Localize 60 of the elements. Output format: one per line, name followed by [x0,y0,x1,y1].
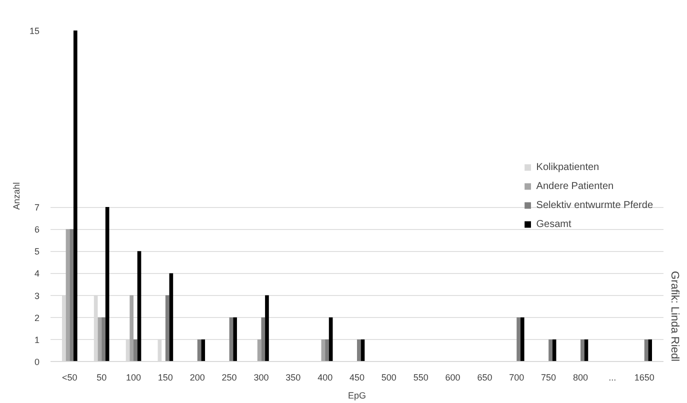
x-tick-label: 600 [445,372,460,382]
x-tick-label: 200 [190,372,205,382]
bar [102,317,106,362]
x-tick-label: 750 [541,372,556,382]
legend-label: Kolikpatienten [536,162,600,172]
bar [134,339,138,362]
bar [229,317,234,362]
x-tick-label: 550 [413,372,428,382]
legend-label: Andere Patienten [536,180,614,192]
bar [357,339,361,362]
bar [66,229,70,362]
bar [165,295,170,362]
x-tick-label: 450 [349,372,365,382]
bar [321,339,326,362]
bar [328,317,333,362]
bar [169,273,174,362]
y-tick-label: 1 [34,334,40,345]
bar [265,295,269,362]
x-tick-label: 700 [509,372,524,382]
x-tick-label: 50 [96,372,107,382]
bar [105,207,110,362]
bar [137,251,142,362]
bar [201,339,206,362]
legend-label: Selektiv entwurmte Pferde [536,200,653,210]
y-tick-label: 6 [34,224,40,235]
y-tick-label: 2 [34,312,40,323]
bar [70,229,74,362]
x-tick-label: 300 [254,372,269,382]
bar [580,339,584,362]
bar [98,317,102,362]
x-tick-label: 400 [318,372,333,382]
x-tick-label: 650 [477,372,492,382]
legend-label: Gesamt [536,218,572,230]
y-tick-label: 3 [34,290,40,301]
bar [516,317,520,362]
bar [325,339,329,362]
x-tick-label: 800 [572,372,588,382]
x-tick-label: 250 [222,372,237,382]
bar [520,317,524,362]
x-tick-label: 350 [286,372,301,382]
y-tick-label: 15 [29,26,40,36]
x-tick-label: 500 [381,372,396,382]
x-tick-label: 150 [158,372,173,382]
bar [233,317,237,362]
y-axis-title: Anzahl [11,182,22,210]
x-tick-label: <50 [62,372,78,382]
y-tick-label: 5 [34,246,40,257]
bar [648,339,652,362]
x-tick-label: ... [608,372,616,382]
x-tick-label: 100 [126,372,142,382]
bar [73,30,78,362]
y-tick-label: 7 [34,202,40,213]
bar [548,339,552,362]
bar [261,317,266,362]
text: Grafik: Linda Riedl [668,271,680,362]
y-tick-label: 0 [34,357,40,367]
x-tick-label: 1650 [634,372,654,382]
bar [130,295,134,362]
x-axis-title: EpG [348,390,366,400]
y-tick-label: 4 [34,268,40,279]
